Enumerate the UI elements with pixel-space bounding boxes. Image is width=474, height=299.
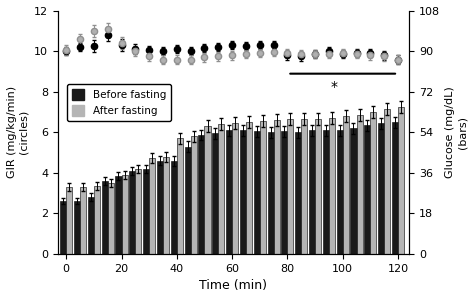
Bar xyxy=(149,158,155,254)
Bar xyxy=(232,123,238,254)
Bar xyxy=(212,133,219,254)
Bar xyxy=(219,124,224,254)
Bar xyxy=(364,125,370,254)
Bar xyxy=(392,122,398,254)
Bar xyxy=(309,130,315,254)
Bar xyxy=(301,119,307,254)
Bar xyxy=(88,197,94,254)
Bar xyxy=(136,169,141,254)
Bar xyxy=(246,122,252,254)
Bar xyxy=(116,176,121,254)
Bar xyxy=(66,187,73,254)
Bar xyxy=(384,109,390,254)
Bar xyxy=(157,161,163,254)
Bar xyxy=(378,123,384,254)
Bar xyxy=(370,112,376,254)
Bar xyxy=(177,138,183,254)
Bar xyxy=(350,128,356,254)
Bar xyxy=(282,131,287,254)
Bar xyxy=(191,136,197,254)
Bar xyxy=(287,119,293,254)
X-axis label: Time (min): Time (min) xyxy=(200,279,267,292)
Bar xyxy=(267,132,273,254)
Bar xyxy=(101,181,108,254)
Legend: Before fasting, After fasting: Before fasting, After fasting xyxy=(67,84,171,121)
Bar xyxy=(329,118,335,254)
Bar xyxy=(171,161,177,254)
Bar xyxy=(240,130,246,254)
Bar xyxy=(184,147,191,254)
Bar xyxy=(398,107,404,254)
Bar xyxy=(60,201,66,254)
Y-axis label: GIR (mg/kg/min)
(circles): GIR (mg/kg/min) (circles) xyxy=(7,86,28,179)
Bar xyxy=(108,183,114,254)
Bar xyxy=(260,121,266,254)
Bar xyxy=(74,201,80,254)
Bar xyxy=(295,132,301,254)
Bar xyxy=(273,120,280,254)
Bar xyxy=(337,130,343,254)
Bar xyxy=(343,116,349,254)
Bar xyxy=(143,169,149,254)
Bar xyxy=(254,131,260,254)
Bar xyxy=(94,186,100,254)
Bar xyxy=(129,171,136,254)
Bar xyxy=(121,175,128,254)
Text: *: * xyxy=(331,80,338,94)
Bar xyxy=(356,115,363,254)
Y-axis label: Glucose (mg/dL)
(bars): Glucose (mg/dL) (bars) xyxy=(446,86,467,178)
Bar xyxy=(80,187,86,254)
Bar xyxy=(204,126,210,254)
Bar xyxy=(199,135,204,254)
Bar xyxy=(226,130,232,254)
Bar xyxy=(163,157,169,254)
Bar xyxy=(323,130,329,254)
Bar xyxy=(315,119,321,254)
